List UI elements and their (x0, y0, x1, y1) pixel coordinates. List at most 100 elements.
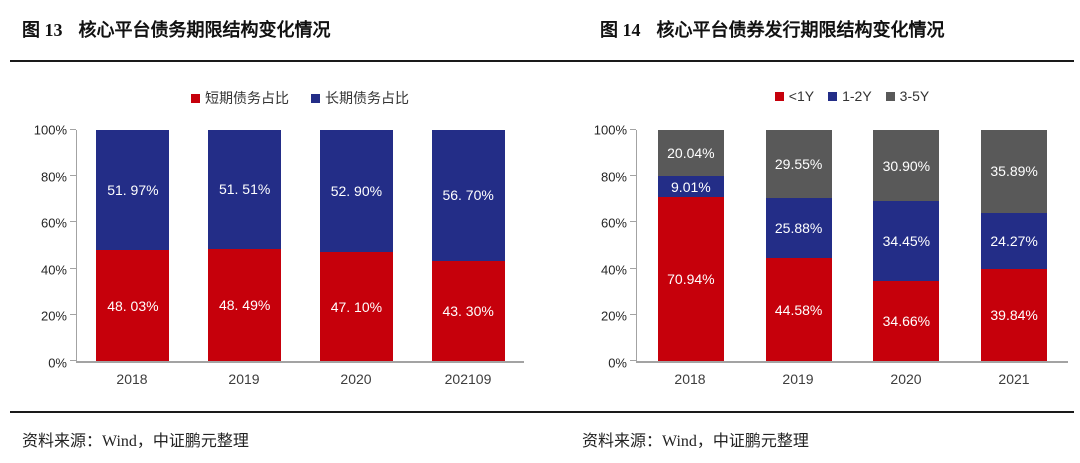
bar-value-label: 35.89% (990, 163, 1038, 180)
stacked-bar: 56. 70% 43. 30% (431, 130, 505, 361)
figure-13-caption: 图 13 核心平台债务期限结构变化情况 (0, 0, 540, 60)
bar-value-label: 39.84% (990, 306, 1038, 323)
plot-area: 51. 97% 48. 03% 51. 51% 48. 49% 52. 90% 47. 1… (70, 129, 524, 363)
x-category-label: 2018 (116, 371, 148, 387)
legend-item: 3-5Y (885, 88, 929, 104)
y-tick-label: 0% (608, 355, 627, 371)
y-axis: 0% 20% 40% 60% 80% 100% (574, 123, 636, 371)
chart-legend: <1Y 1-2Y 3-5Y (636, 86, 1068, 104)
captions-row: 图 13 核心平台债务期限结构变化情况 图 14 核心平台债券发行期限结构变化情况 (0, 0, 1080, 60)
y-tick-label: 80% (40, 169, 67, 185)
bar-segment: 9.01% (657, 176, 724, 198)
stacked-bar: 51. 97% 48. 03% (96, 130, 170, 361)
legend-swatch-icon (885, 91, 895, 101)
legend-item: <1Y (774, 88, 814, 104)
bar-segment: 51. 51% (208, 130, 282, 249)
axis-tick-mark (70, 360, 76, 361)
bar-value-label: 43. 30% (442, 302, 494, 319)
y-tick-label: 20% (600, 308, 627, 324)
y-tick-label: 40% (40, 262, 67, 278)
charts-row: 短期债务占比 长期债务占比 0% 20% 40% 60% 80% 100% 51. 97% 48.… (0, 62, 1080, 411)
bar-slot: 51. 51% 48. 49% (189, 130, 301, 361)
bond-issuance-term-chart: <1Y 1-2Y 3-5Y 0% 20% 40% 60% 80% 100% 20.04% 9.01%… (540, 62, 1080, 411)
bar-slot: 30.90% 34.45% 34.66% (853, 130, 961, 362)
x-category-label: 202109 (444, 371, 492, 387)
y-tick-label: 60% (600, 215, 627, 231)
bar-segment: 56. 70% (431, 130, 505, 261)
legend-swatch-icon (311, 93, 320, 103)
bar-segment: 35.89% (981, 130, 1048, 213)
axis-tick-mark (630, 313, 636, 315)
bar-segment: 51. 97% (96, 130, 170, 251)
figure-13-number: 图 13 (22, 20, 63, 40)
top-divider-line (10, 60, 1074, 62)
figure-14-title: 核心平台债券发行期限结构变化情况 (656, 20, 945, 40)
bar-segment: 29.55% (765, 130, 832, 199)
figure-13-title: 核心平台债务期限结构变化情况 (78, 20, 331, 40)
debt-term-structure-chart: 短期债务占比 长期债务占比 0% 20% 40% 60% 80% 100% 51. 97% 48.… (0, 62, 540, 411)
legend-item: 短期债务占比 (191, 88, 289, 108)
axis-tick-mark (70, 175, 76, 177)
figure-14-source: 资料来源：Wind，中证鹏元整理 (582, 433, 809, 450)
stacked-bar: 52. 90% 47. 10% (319, 130, 393, 361)
bar-segment: 24.27% (981, 212, 1048, 269)
stacked-bar: 35.89% 24.27% 39.84% (981, 130, 1048, 361)
bar-value-label: 20.04% (667, 145, 715, 162)
x-category-label: 2019 (228, 371, 260, 387)
bar-segment: 48. 03% (96, 250, 170, 361)
legend-item: 1-2Y (828, 88, 872, 104)
y-tick-label: 80% (600, 169, 627, 185)
bar-segment: 52. 90% (319, 130, 393, 253)
axis-tick-mark (630, 360, 636, 361)
bar-value-label: 48. 03% (107, 297, 159, 314)
figure-14-caption: 图 14 核心平台债券发行期限结构变化情况 (540, 0, 1080, 60)
axis-tick-mark (70, 267, 76, 269)
bar-value-label: 34.66% (882, 312, 931, 329)
legend-item: 长期债务占比 (311, 88, 409, 108)
stacked-bar: 30.90% 34.45% 34.66% (873, 130, 940, 362)
bar-value-label: 34.45% (882, 233, 931, 250)
bar-value-label: 51. 97% (107, 182, 159, 199)
y-tick-label: 60% (40, 215, 67, 231)
x-category-label: 2021 (998, 371, 1030, 387)
x-category-label: 2020 (340, 371, 372, 387)
y-tick-label: 100% (593, 122, 627, 138)
axis-tick-mark (70, 313, 76, 315)
legend-label: 1-2Y (842, 88, 872, 104)
bar-value-label: 52. 90% (330, 183, 383, 200)
axis-tick-mark (630, 129, 636, 130)
axis-tick-mark (70, 129, 76, 130)
bar-value-label: 29.55% (774, 156, 823, 173)
bar-segment: 34.66% (873, 280, 940, 362)
axis-tick-mark (630, 267, 636, 269)
bar-value-label: 51. 51% (218, 181, 271, 198)
bottom-divider-line (10, 411, 1074, 413)
axis-tick-mark (630, 175, 636, 177)
y-axis: 0% 20% 40% 60% 80% 100% (14, 123, 76, 371)
bar-segment: 20.04% (657, 130, 724, 177)
legend-swatch-icon (191, 93, 200, 103)
bar-segment: 48. 49% (208, 248, 282, 361)
axis-tick-mark (70, 221, 76, 223)
bar-value-label: 24.27% (990, 232, 1038, 249)
y-tick-label: 100% (33, 122, 67, 138)
bar-slot: 52. 90% 47. 10% (301, 130, 413, 361)
stacked-bar: 20.04% 9.01% 70.94% (657, 130, 724, 361)
y-tick-label: 0% (48, 355, 67, 371)
axis-tick-mark (630, 221, 636, 223)
figure-14-number: 图 14 (600, 20, 641, 40)
bar-slot: 20.04% 9.01% 70.94% (637, 130, 745, 361)
x-axis-labels: 2018 2019 2020 2021 (636, 363, 1068, 397)
x-category-label: 2020 (890, 371, 922, 387)
bar-value-label: 30.90% (882, 157, 931, 174)
y-tick-label: 40% (600, 262, 627, 278)
bar-segment: 43. 30% (431, 260, 505, 361)
stacked-bar: 29.55% 25.88% 44.58% (765, 130, 832, 361)
legend-swatch-icon (774, 91, 784, 101)
bar-slot: 35.89% 24.27% 39.84% (960, 130, 1068, 361)
bar-slot: 56. 70% 43. 30% (412, 130, 524, 361)
bar-value-label: 44.58% (774, 301, 823, 318)
bar-value-label: 48. 49% (218, 296, 271, 313)
chart-legend: 短期债务占比 长期债务占比 (76, 86, 524, 108)
